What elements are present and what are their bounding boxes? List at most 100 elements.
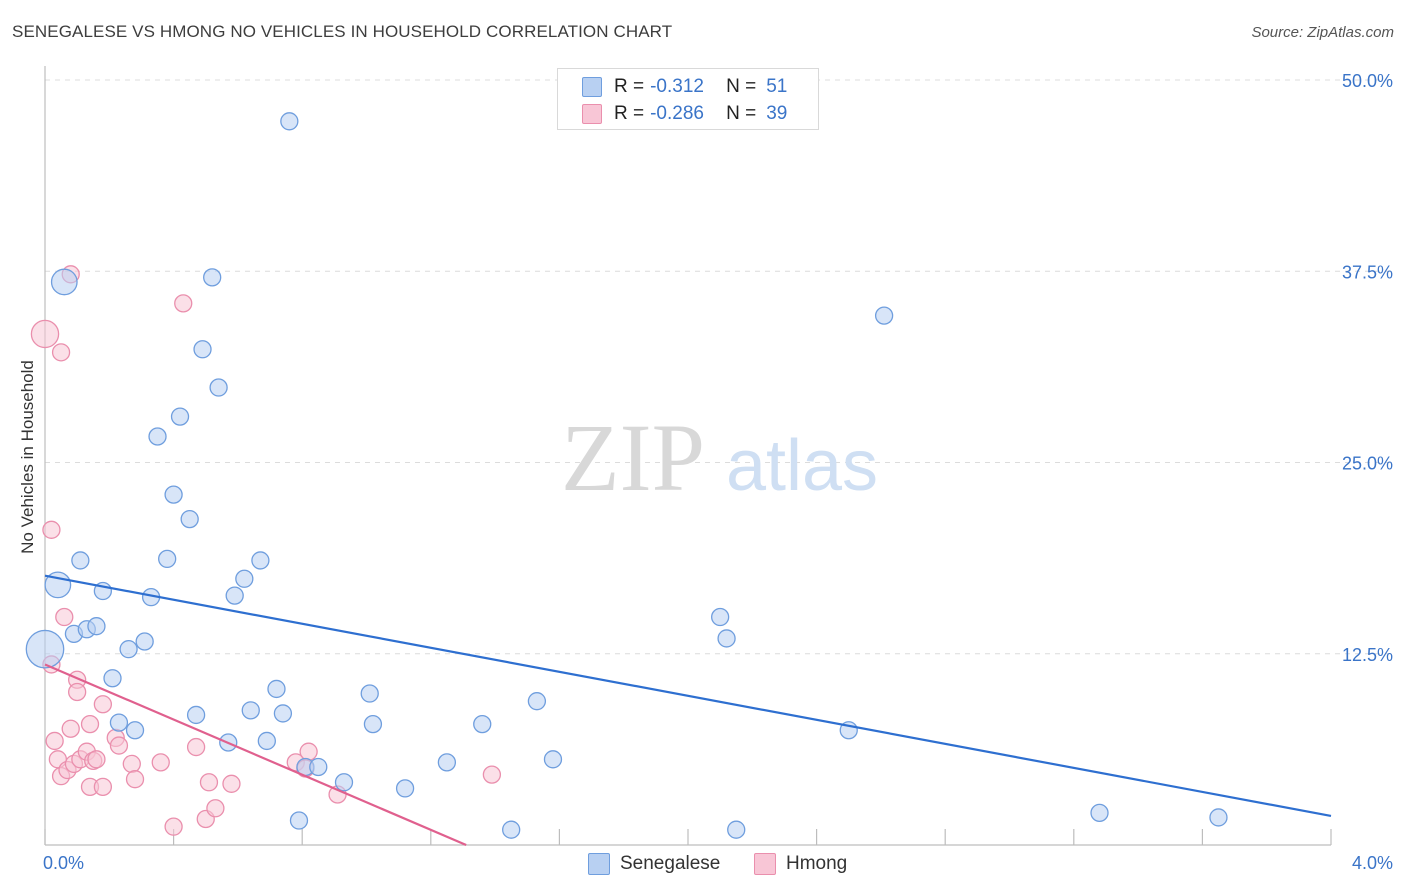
hmong-trend-line [44,663,467,847]
senegalese-point [87,617,106,636]
hmong-point [164,817,183,836]
senegalese-point [164,485,183,504]
senegalese-point [289,811,309,830]
hmong-point [109,736,129,755]
hmong-point [206,799,225,818]
y-tick-label: 50.0% [1342,71,1393,91]
senegalese-point [437,753,457,772]
y-tick-label: 12.5% [1342,645,1393,665]
tick-labels: 12.5% 25.0% 37.5% 50.0% 0.0% 4.0% [43,71,1393,873]
y-tick-label: 37.5% [1342,262,1393,282]
hmong-point [151,753,170,772]
senegalese-point [473,714,492,734]
hmong-point [125,770,145,789]
senegalese-point [273,704,293,723]
hmong-point [122,754,141,774]
hmong-legend-label: Hmong [786,853,848,874]
senegalese-point [170,407,190,426]
stats-legend: R = -0.312 N = 51 R = -0.286 N = 39 [557,68,819,130]
hmong-point [42,520,61,539]
hmong-point [51,343,71,362]
x-tick-label: 4.0% [1352,853,1393,873]
hmong-point [222,774,241,793]
hmong-point [87,750,106,769]
bottom-legend-senegalese: Senegalese [588,852,720,876]
senegalese-point [193,340,212,359]
watermark-atlas: atlas [726,426,878,506]
chart-title: SENEGALESE VS HMONG NO VEHICLES IN HOUSE… [12,22,673,41]
watermark: ZIP atlas [561,404,878,511]
senegalese-point [235,569,254,588]
hmong-point [299,742,318,761]
senegalese-point [135,632,154,651]
senegalese-point [502,820,521,839]
senegalese-point [119,640,138,659]
senegalese-point [334,773,354,792]
watermark-zip: ZIP [561,404,705,511]
senegalese-point [203,268,222,287]
senegalese-point [717,629,736,648]
gridlines [45,79,1395,655]
hmong-point [93,695,113,714]
hmong-swatch [582,104,602,124]
senegalese-point [209,378,228,397]
senegalese-point [1090,803,1109,823]
legend-row-senegalese: R = -0.312 N = 51 [582,76,787,98]
senegalese-point [711,607,730,627]
senegalese-point [50,268,78,296]
senegalese-point [71,551,90,570]
trend-lines [44,574,1332,847]
senegalese-point [363,714,383,734]
senegalese-point [309,757,328,777]
senegalese-point [727,820,746,839]
senegalese-point [109,713,129,732]
hmong-point [61,719,80,738]
source-label: Source: ZipAtlas.com [1251,24,1394,41]
senegalese-point [527,692,547,711]
n-label: N = [726,103,757,124]
senegalese-point [257,731,276,751]
hmong-point [80,714,100,734]
hmong-point [199,773,219,792]
senegalese-swatch [582,77,602,97]
hmong-point [30,319,60,349]
r-value: -0.286 [650,103,704,124]
r-label: R = [614,76,645,97]
senegalese-point [125,721,145,740]
senegalese-legend-swatch [588,853,610,875]
r-label: R = [614,103,645,124]
hmong-point [68,682,87,702]
hmong-legend-swatch [754,853,776,875]
senegalese-point [251,551,270,570]
senegalese-point [267,679,286,699]
senegalese-point [103,669,122,688]
y-tick-label: 25.0% [1342,454,1393,474]
senegalese-point [1209,808,1228,827]
senegalese-point [158,549,177,569]
hmong-point [482,765,502,784]
hmong-point [174,294,193,313]
senegalese-point [186,705,206,725]
x-tick-label: 0.0% [43,853,84,873]
senegalese-point [543,750,563,769]
hmong-point [45,731,64,751]
senegalese-point [874,306,894,325]
n-value: 51 [766,76,788,97]
senegalese-point [225,586,244,605]
senegalese-point [280,112,299,131]
legend-row-hmong: R = -0.286 N = 39 [582,103,787,125]
r-value: -0.312 [650,76,704,97]
senegalese-point [395,779,415,798]
senegalese-point [25,629,65,669]
senegalese-legend-label: Senegalese [620,853,721,874]
senegalese-point [180,509,199,529]
n-label: N = [726,76,757,97]
bottom-legend-hmong: Hmong [754,852,847,876]
n-value: 39 [766,103,788,124]
senegalese-point [148,427,167,446]
hmong-point [93,777,113,797]
senegalese-point [360,684,379,703]
senegalese-point [241,701,260,720]
axes [44,66,1332,846]
